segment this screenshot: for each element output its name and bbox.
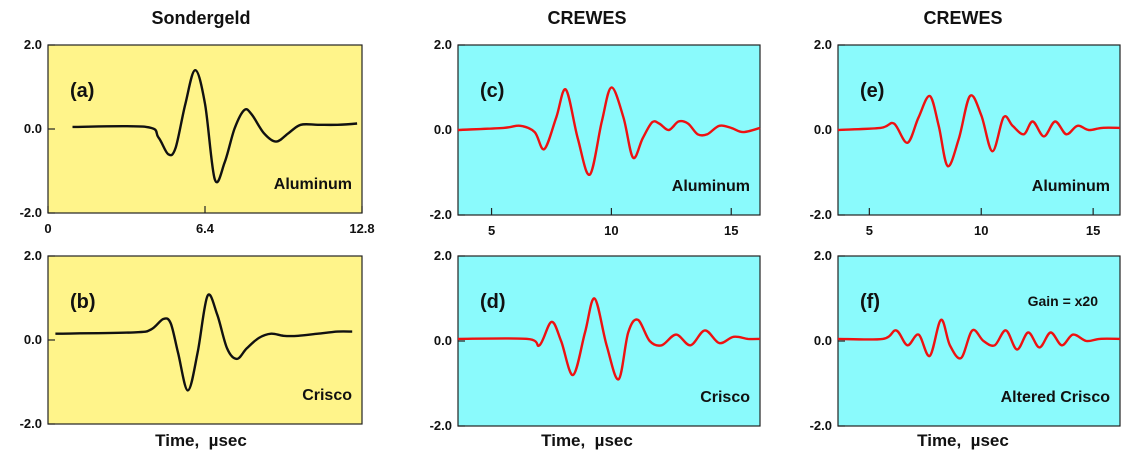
panel-e: 2.0 0.0 -2.0 5 10 15 (e) Aluminum — [810, 37, 1121, 238]
y-tick-label-e-0: 2.0 — [814, 37, 832, 52]
y-tick-label-a-0: 2.0 — [24, 37, 42, 52]
waveform-trace-d — [457, 297, 761, 381]
y-tick-label-f-2: -2.0 — [810, 418, 832, 433]
panel-label-b: (b) — [70, 291, 96, 313]
waveform-trace-f — [837, 318, 1121, 360]
panel-label-d: (d) — [480, 291, 506, 313]
x-axis-label-col-1: Time, µsec — [155, 431, 247, 450]
y-tick-label-e-2: -2.0 — [810, 207, 832, 222]
y-tick-label-d-0: 2.0 — [434, 248, 452, 263]
x-tick-label-e-0: 5 — [866, 223, 873, 238]
x-tick-label-c-2: 15 — [724, 223, 738, 238]
column-title-sondergeld: Sondergeld — [151, 8, 250, 28]
x-tick-label-e-2: 15 — [1086, 223, 1100, 238]
material-annotation-b: Crisco — [302, 387, 352, 404]
y-tick-label-c-1: 0.0 — [434, 122, 452, 137]
waveform-trace-b — [55, 293, 353, 392]
y-tick-label-a-2: -2.0 — [20, 205, 42, 220]
panel-label-c: (c) — [480, 80, 504, 102]
panel-c: 2.0 0.0 -2.0 5 10 15 (c) Aluminum — [430, 37, 761, 238]
plot-area-f — [837, 255, 1121, 427]
panel-label-e: (e) — [860, 80, 884, 102]
panel-d: 2.0 0.0 -2.0 (d) Crisco — [430, 248, 761, 433]
y-tick-label-c-2: -2.0 — [430, 207, 452, 222]
x-tick-label-a-0: 0 — [44, 221, 51, 236]
plot-area-b — [47, 255, 363, 425]
gain-annotation-f: Gain = x20 — [1028, 293, 1099, 309]
waveform-trace-e — [837, 94, 1121, 168]
column-title-crewes-1: CREWES — [547, 8, 626, 28]
y-tick-label-a-1: 0.0 — [24, 121, 42, 136]
y-tick-label-d-2: -2.0 — [430, 418, 452, 433]
y-tick-label-b-2: -2.0 — [20, 416, 42, 431]
material-annotation-e: Aluminum — [1032, 178, 1110, 195]
waveform-trace-a — [72, 69, 358, 184]
x-axis-label-col-2: Time, µsec — [541, 431, 633, 450]
y-tick-label-b-0: 2.0 — [24, 248, 42, 263]
plot-area-d — [457, 255, 761, 427]
panel-a: 2.0 0.0 -2.00 6.4 12.8 (a) Aluminum — [20, 37, 375, 236]
x-axis-label-col-3: Time, µsec — [917, 431, 1009, 450]
panel-b: 2.0 0.0 -2.0 (b) Crisco — [20, 248, 363, 431]
x-tick-label-c-0: 5 — [488, 223, 495, 238]
y-tick-label-c-0: 2.0 — [434, 37, 452, 52]
column-title-crewes-2: CREWES — [923, 8, 1002, 28]
x-tick-label-a-2: 12.8 — [349, 221, 374, 236]
panel-f: 2.0 0.0 -2.0 (f) Altered Crisco Gain = x20 — [810, 248, 1121, 433]
panel-label-f: (f) — [860, 291, 880, 313]
y-tick-label-f-1: 0.0 — [814, 333, 832, 348]
waveform-trace-c — [457, 86, 761, 176]
y-tick-label-d-1: 0.0 — [434, 333, 452, 348]
x-tick-label-e-1: 10 — [974, 223, 988, 238]
material-annotation-f: Altered Crisco — [1001, 389, 1111, 406]
y-tick-label-e-1: 0.0 — [814, 122, 832, 137]
y-tick-label-f-0: 2.0 — [814, 248, 832, 263]
material-annotation-d: Crisco — [700, 389, 750, 406]
material-annotation-a: Aluminum — [274, 176, 352, 193]
y-tick-label-b-1: 0.0 — [24, 332, 42, 347]
x-tick-label-c-1: 10 — [604, 223, 618, 238]
panel-label-a: (a) — [70, 80, 94, 102]
x-tick-label-a-1: 6.4 — [196, 221, 215, 236]
material-annotation-c: Aluminum — [672, 178, 750, 195]
plot-area-a — [47, 44, 363, 214]
